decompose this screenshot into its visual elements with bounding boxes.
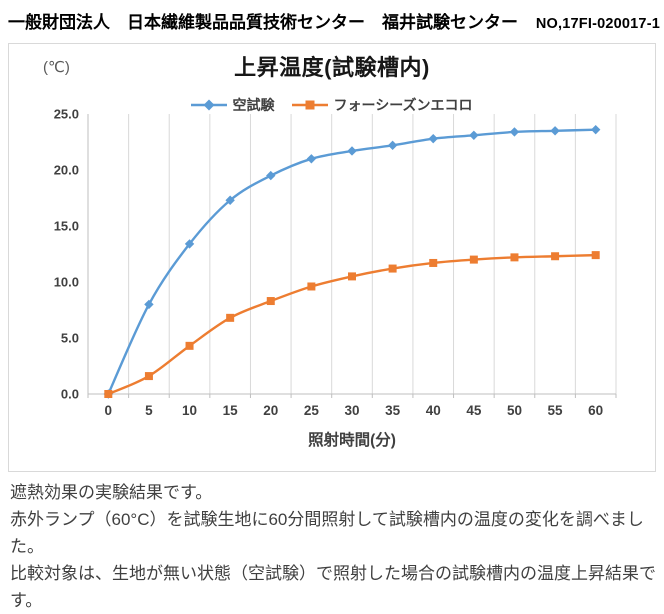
x-tick-label: 20 bbox=[263, 403, 278, 418]
data-point-square bbox=[266, 297, 275, 306]
report-header: 一般財団法人 日本繊維製品品質技術センター 福井試験センター NO,17FI-0… bbox=[8, 8, 660, 33]
data-point-square bbox=[388, 264, 397, 273]
data-point-diamond bbox=[469, 130, 479, 140]
legend-label-blank-test: 空試験 bbox=[232, 97, 275, 113]
data-point-square bbox=[551, 252, 560, 261]
data-point-square bbox=[226, 313, 235, 322]
legend-item-four-seasons-ecolo: フォーシーズンエコロ bbox=[292, 95, 473, 115]
data-point-diamond bbox=[225, 195, 235, 205]
y-tick-label: 0.0 bbox=[61, 387, 79, 402]
x-tick-label: 5 bbox=[145, 403, 153, 418]
legend-square bbox=[305, 100, 315, 110]
data-point-diamond bbox=[266, 170, 276, 181]
data-point-diamond bbox=[387, 140, 398, 151]
y-axis-unit-label: (℃) bbox=[43, 59, 70, 76]
x-tick-label: 10 bbox=[182, 403, 197, 418]
x-tick-label: 0 bbox=[105, 403, 113, 418]
report-number: NO,17FI-020017-1 bbox=[535, 16, 660, 32]
series-line-blank-test bbox=[107, 128, 597, 396]
data-point-square bbox=[348, 272, 356, 281]
y-tick-label: 20.0 bbox=[54, 163, 79, 178]
data-point-diamond bbox=[428, 133, 438, 144]
data-point-diamond bbox=[550, 126, 560, 136]
data-point-diamond bbox=[509, 127, 520, 137]
data-point-square bbox=[429, 258, 438, 267]
description-text: 遮熱効果の実験結果です。 赤外ランプ（60°C）を試験生地に60分間照射して試験… bbox=[10, 479, 658, 614]
x-tick-label: 25 bbox=[304, 403, 320, 418]
x-tick-label: 15 bbox=[223, 403, 239, 418]
x-tick-label: 30 bbox=[344, 403, 359, 418]
y-tick-label: 15.0 bbox=[54, 219, 79, 234]
legend-label-four-seasons-ecolo: フォーシーズンエコロ bbox=[333, 97, 473, 113]
x-tick-label: 40 bbox=[426, 403, 441, 418]
legend-item-blank-test: 空試験 bbox=[191, 95, 274, 115]
x-tick-label: 55 bbox=[548, 403, 564, 418]
y-tick-label: 5.0 bbox=[61, 331, 79, 346]
data-point-square bbox=[591, 251, 600, 260]
data-point-square bbox=[144, 372, 153, 381]
data-point-square bbox=[307, 282, 316, 291]
x-tick-label: 60 bbox=[588, 403, 603, 418]
x-axis-title: 照射時間(分) bbox=[308, 432, 396, 449]
x-tick-label: 45 bbox=[466, 403, 482, 418]
data-point-square bbox=[469, 255, 478, 264]
line-square-marker-icon bbox=[292, 100, 329, 110]
description-line-2: 赤外ランプ（60°C）を試験生地に60分間照射して試験槽内の温度の変化を調べまし… bbox=[10, 510, 644, 556]
chart-panel: (℃) 上昇温度(試験槽内) 空試験 フォーシーズンエコロ 0.0 5.0 10.0… bbox=[8, 43, 656, 472]
y-tick-label: 25.0 bbox=[54, 107, 79, 122]
legend-diamond bbox=[203, 99, 215, 111]
data-point-diamond bbox=[347, 146, 357, 156]
data-point-diamond bbox=[184, 239, 195, 249]
data-point-diamond bbox=[590, 124, 601, 135]
line-chart-plot: 0.0 5.0 10.0 15.0 20.0 25.0 0 5 10 15 20 25 30 35 40 45… bbox=[54, 107, 617, 418]
data-point-diamond bbox=[306, 154, 317, 164]
data-point-square bbox=[510, 253, 519, 262]
data-point-square bbox=[104, 390, 113, 398]
y-tick-label: 10.0 bbox=[54, 275, 79, 290]
line-diamond-marker-icon bbox=[191, 99, 228, 111]
chart-legend: 空試験 フォーシーズンエコロ bbox=[9, 95, 655, 115]
data-point-diamond bbox=[144, 299, 154, 310]
x-tick-label: 35 bbox=[385, 403, 401, 418]
description-line-3: 比較対象は、生地が無い状態（空試験）で照射した場合の試験槽内の温度上昇結果です。 bbox=[10, 564, 656, 610]
x-tick-label: 50 bbox=[507, 403, 522, 418]
description-line-1: 遮熱効果の実験結果です。 bbox=[10, 483, 213, 502]
organization-title: 一般財団法人 日本繊維製品品質技術センター 福井試験センター bbox=[8, 13, 518, 32]
data-point-square bbox=[185, 341, 194, 350]
chart-title: 上昇温度(試験槽内) bbox=[234, 55, 430, 80]
